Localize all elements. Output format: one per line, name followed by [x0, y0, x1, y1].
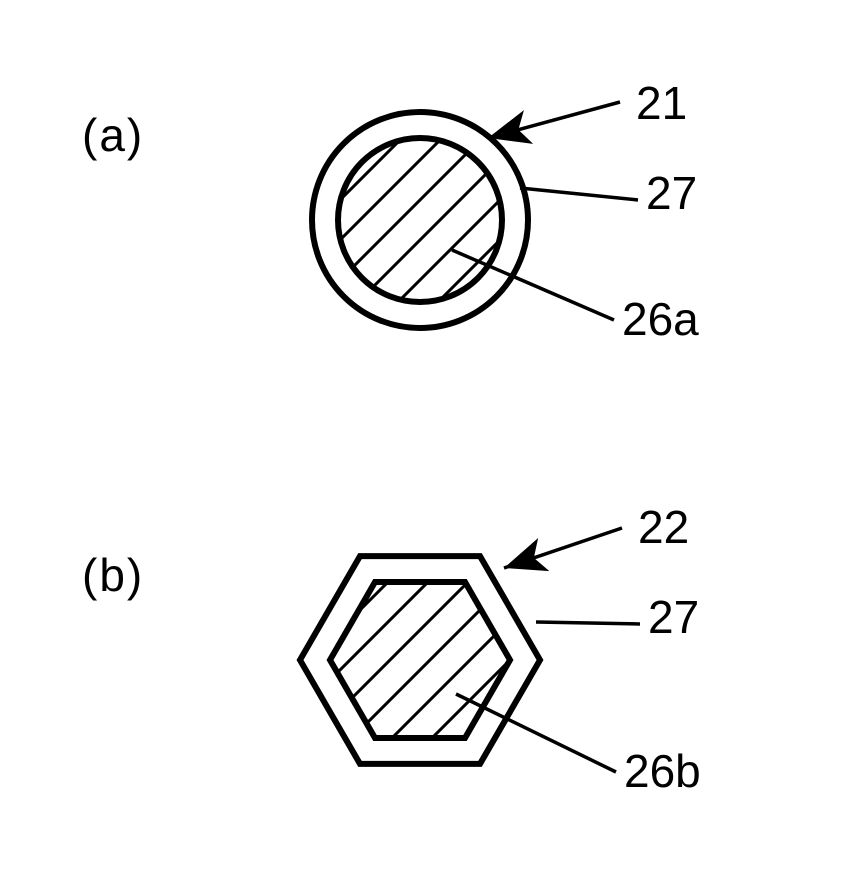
outer-circle-27 [312, 112, 528, 328]
figure-a [260, 60, 780, 400]
leader-21 [488, 102, 620, 138]
inner-hex-26b [330, 582, 510, 738]
inner-circle-26a [338, 138, 502, 302]
diagram-canvas: (a) (b) [0, 0, 859, 882]
leader-22 [504, 528, 622, 568]
leader-27-a [520, 188, 638, 200]
ref-label-27-a: 27 [646, 166, 697, 220]
panel-a-label: (a) [82, 108, 144, 162]
leader-27-b [536, 622, 640, 624]
panel-b-label: (b) [82, 548, 144, 602]
ref-label-22: 22 [638, 500, 689, 554]
hatch-26a [180, 0, 660, 440]
ref-label-27-b: 27 [648, 590, 699, 644]
outer-hex-27 [300, 556, 540, 764]
ref-label-26a: 26a [622, 292, 699, 346]
hatch-26b [170, 380, 670, 880]
ref-label-26b: 26b [624, 744, 701, 798]
figure-b [250, 480, 790, 840]
ref-label-21: 21 [636, 76, 687, 130]
